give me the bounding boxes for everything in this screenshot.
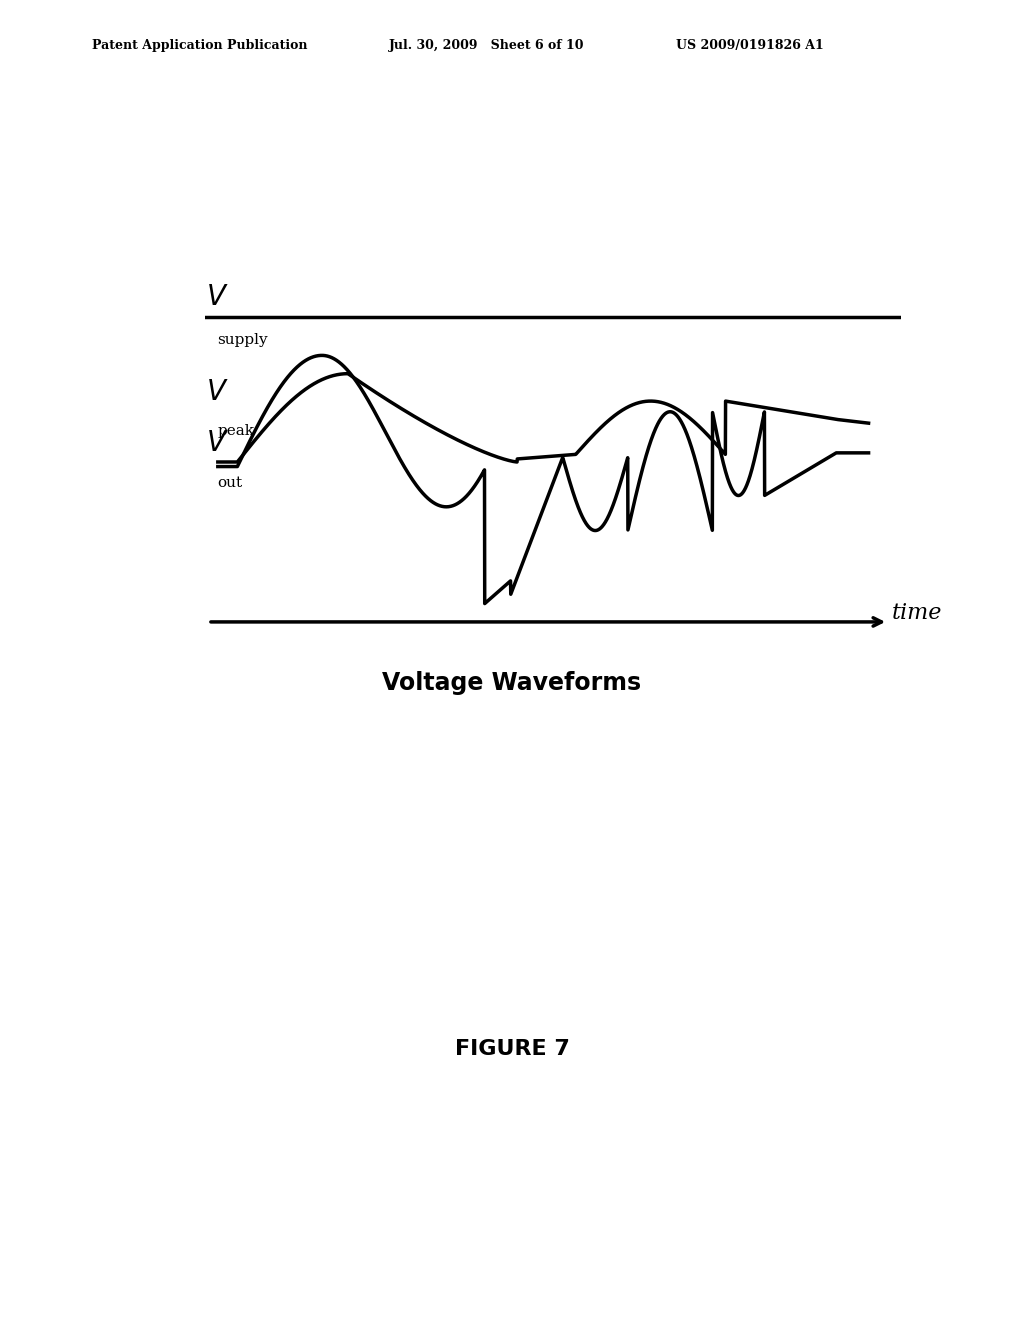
Text: time: time	[891, 602, 942, 624]
Text: out: out	[217, 475, 243, 490]
Text: US 2009/0191826 A1: US 2009/0191826 A1	[676, 38, 823, 51]
Text: supply: supply	[217, 333, 268, 347]
Text: FIGURE 7: FIGURE 7	[455, 1039, 569, 1060]
Text: Patent Application Publication: Patent Application Publication	[92, 38, 307, 51]
Text: Voltage Waveforms: Voltage Waveforms	[382, 671, 642, 694]
Text: $V$: $V$	[206, 430, 228, 458]
Text: peak: peak	[217, 424, 254, 438]
Text: Jul. 30, 2009   Sheet 6 of 10: Jul. 30, 2009 Sheet 6 of 10	[389, 38, 585, 51]
Text: $V$: $V$	[206, 379, 228, 405]
Text: $V$: $V$	[206, 284, 228, 312]
